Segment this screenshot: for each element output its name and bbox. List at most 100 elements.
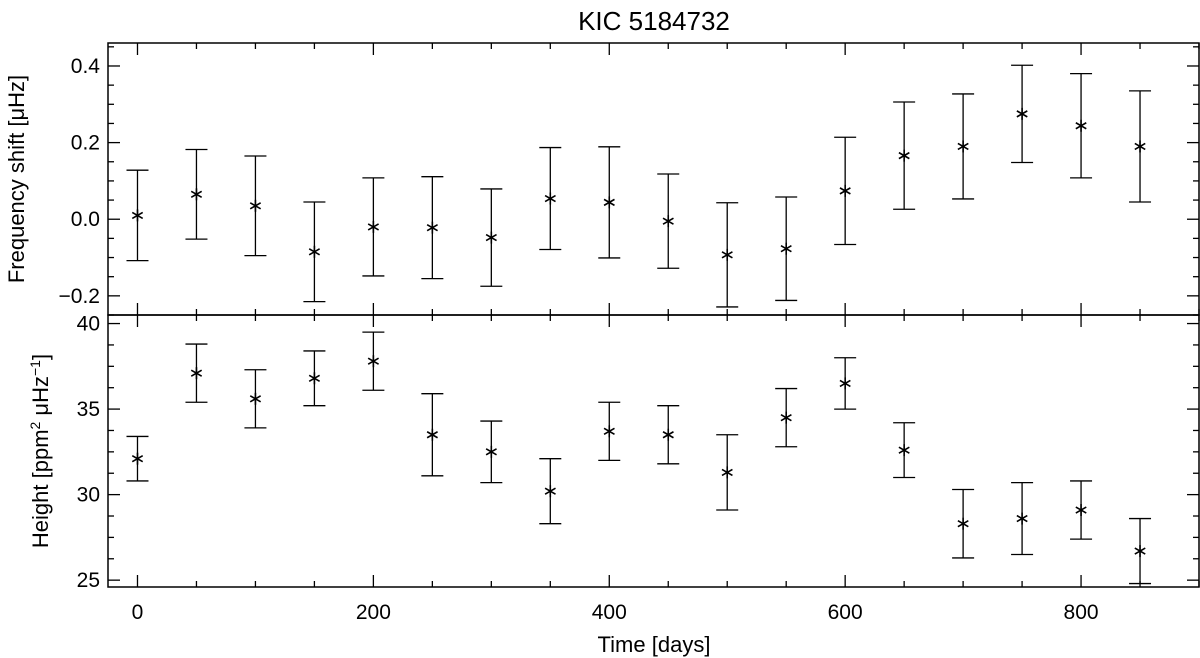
y-tick-label: 0.4: [71, 55, 101, 78]
asterisk-marker: [1016, 512, 1028, 525]
asterisk-marker: [544, 192, 556, 205]
data-point: [1070, 480, 1093, 540]
asterisk-marker: [131, 209, 144, 222]
asterisk-marker: [131, 452, 144, 465]
asterisk-marker: [1075, 504, 1087, 517]
data-point: [657, 173, 680, 269]
data-point: [362, 177, 385, 277]
asterisk-marker: [190, 188, 203, 201]
y-tick-label: 40: [77, 313, 100, 336]
data-point: [244, 369, 267, 429]
bottom-y-axis-title: Height [ppm2 μHz−1]: [27, 354, 53, 548]
data-point: [598, 401, 621, 462]
data-point: [952, 488, 975, 559]
asterisk-marker: [721, 248, 733, 261]
x-tick-label: 600: [828, 601, 863, 624]
asterisk-marker: [721, 466, 733, 479]
asterisk-marker: [190, 367, 203, 380]
top-y-axis-title: Frequency shift [μHz]: [4, 75, 29, 283]
asterisk-marker: [308, 372, 321, 385]
y-tick-label: 0.2: [71, 132, 100, 155]
data-point: [185, 148, 208, 240]
data-point: [1129, 90, 1152, 203]
data-point: [775, 387, 798, 448]
x-tick-labels: 0 200 400 600 800: [132, 601, 1099, 624]
top-x-ticks: [136, 43, 1200, 315]
data-point: [244, 155, 267, 257]
data-point: [126, 169, 149, 262]
data-point: [775, 196, 798, 302]
bottom-ylabel-mid: μHz: [28, 376, 53, 422]
asterisk-marker: [662, 428, 674, 441]
asterisk-marker: [898, 149, 910, 162]
asterisk-marker: [898, 444, 910, 457]
x-axis-title: Time [days]: [598, 632, 711, 657]
top-y-ticks: −0.2 0.0 0.2 0.4: [59, 46, 1199, 316]
asterisk-marker: [249, 392, 262, 405]
data-point: [893, 422, 916, 479]
data-point: [1070, 72, 1093, 179]
asterisk-marker: [485, 231, 497, 244]
data-point: [716, 434, 739, 511]
bottom-ylabel-sup1: 2: [27, 421, 43, 429]
asterisk-marker: [1075, 119, 1087, 132]
data-point: [893, 101, 916, 210]
bottom-y-ticks: 25 30 35 40: [77, 313, 1199, 592]
data-point: [421, 393, 444, 477]
chart-title: KIC 5184732: [578, 6, 730, 36]
asterisk-marker: [603, 425, 615, 438]
bottom-ylabel-sup2: −1: [27, 360, 43, 376]
data-point: [952, 93, 975, 200]
asterisk-marker: [957, 517, 969, 530]
asterisk-marker: [544, 485, 556, 498]
asterisk-marker: [780, 242, 792, 255]
bottom-ylabel-end: ]: [28, 354, 53, 360]
data-point: [834, 136, 857, 246]
asterisk-marker: [249, 199, 262, 212]
data-point: [1011, 64, 1034, 164]
asterisk-marker: [957, 140, 969, 153]
asterisk-marker: [367, 220, 379, 233]
x-tick-label: 200: [356, 601, 391, 624]
asterisk-marker: [662, 215, 674, 228]
data-point: [539, 458, 562, 525]
asterisk-marker: [1016, 107, 1028, 120]
asterisk-marker: [426, 221, 438, 234]
asterisk-marker: [1134, 545, 1146, 558]
bottom-ylabel-main: Height [ppm: [28, 429, 53, 548]
top-plot-frame: [107, 42, 1200, 316]
asterisk-marker: [485, 445, 497, 458]
data-point: [716, 202, 739, 308]
asterisk-marker: [1134, 140, 1146, 153]
panel-frequency-shift: −0.2 0.0 0.2 0.4 Frequency shift [μHz]: [4, 42, 1200, 316]
data-point: [480, 188, 503, 287]
data-point: [362, 331, 385, 391]
data-point: [1011, 481, 1034, 556]
top-data-points: [126, 64, 1152, 308]
bottom-data-points: [126, 331, 1152, 585]
bottom-plot-frame: [107, 314, 1200, 588]
data-point: [598, 146, 621, 259]
data-point: [421, 176, 444, 280]
bottom-x-ticks: [136, 315, 1200, 587]
x-tick-label: 800: [1064, 601, 1099, 624]
data-point: [834, 357, 857, 410]
asterisk-marker: [308, 245, 321, 258]
y-tick-label: 25: [77, 569, 100, 592]
y-tick-label: 30: [77, 484, 100, 507]
x-tick-label: 0: [132, 601, 144, 624]
data-point: [657, 405, 680, 465]
x-tick-label: 400: [592, 601, 627, 624]
asterisk-marker: [426, 428, 438, 441]
data-point: [303, 350, 326, 407]
data-point: [303, 201, 326, 303]
y-tick-label: 35: [77, 398, 100, 421]
y-tick-label: −0.2: [59, 285, 100, 308]
data-point: [480, 420, 503, 484]
panel-height: 25 30 35 40 Height [ppm2 μHz−1]: [27, 313, 1200, 592]
asterisk-marker: [839, 377, 851, 390]
data-point: [1129, 517, 1152, 585]
asterisk-marker: [367, 355, 379, 368]
asterisk-marker: [839, 184, 851, 197]
